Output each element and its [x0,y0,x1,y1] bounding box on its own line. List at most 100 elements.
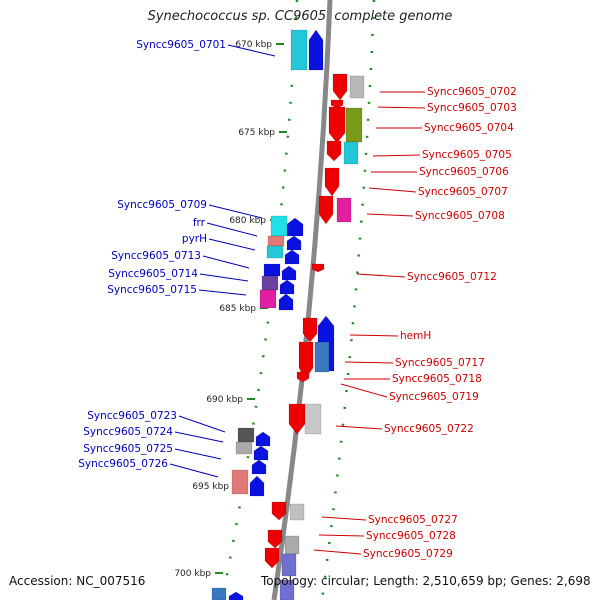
reverse-gene-box [259,289,277,309]
gene-label-right: Syncc9605_0712 [407,271,497,283]
gene-leader-line [349,334,399,337]
forward-gene-arrow [264,547,280,569]
gene-label-left: Syncc9605_0709 [117,199,207,211]
forward-gene-arrow [332,73,348,101]
reverse-gene-arrow [308,29,324,71]
forward-gene-arrow [302,317,318,343]
forward-gene-arrow [328,106,346,144]
reverse-gene-box [270,215,288,237]
forward-gene-box [304,403,322,435]
gene-label-right: Syncc9605_0707 [418,186,508,198]
gene-leader-line [199,273,249,282]
reverse-gene-box [279,579,295,600]
gene-leader-line [356,273,406,278]
gene-label-left: Syncc9605_0725 [83,443,173,455]
reverse-gene-arrow [228,591,244,600]
reverse-gene-box [263,263,281,277]
gene-label-left: Syncc9605_0713 [111,250,201,262]
gene-leader-line [344,361,394,364]
gene-leader-line [208,204,263,219]
gene-leader-line [321,516,367,521]
reverse-gene-arrow [281,265,297,281]
scale-label: 680 kbp [229,216,266,226]
map-title: Synechococcus sp. CC9605, complete genom… [147,9,453,24]
forward-gene-arrow [311,263,325,273]
gene-leader-line [227,44,276,57]
gene-label-right: Syncc9605_0727 [368,514,458,526]
scale-label: 690 kbp [206,395,243,405]
reverse-gene-arrow [279,279,295,295]
reverse-gene-box [235,441,253,455]
reverse-gene-arrow [286,235,302,251]
gene-leader-line [318,534,365,537]
forward-gene-arrow [267,529,283,549]
scale-label: 670 kbp [235,40,272,50]
forward-gene-arrow [326,140,342,162]
forward-gene-box [284,535,300,555]
gene-label-right: Syncc9605_0728 [366,530,456,542]
scale-label: 675 kbp [238,128,275,138]
gene-leader-line [178,415,226,433]
gene-label-left: pyrH [182,233,207,245]
gene-leader-line [198,289,247,296]
gene-label-right: Syncc9605_0717 [395,357,485,369]
scale-label: 685 kbp [219,304,256,314]
gene-label-left: Syncc9605_0723 [87,410,177,422]
forward-gene-arrow [324,167,340,197]
gene-label-right: Syncc9605_0702 [427,86,517,98]
forward-gene-box [336,197,352,223]
gene-leader-line [206,222,258,237]
reverse-gene-arrow [249,475,265,497]
reverse-gene-arrow [286,217,304,237]
scale-label: 700 kbp [174,569,211,579]
gene-label-right: Syncc9605_0703 [427,102,517,114]
reverse-gene-box [290,29,308,71]
gene-leader-line [208,238,256,251]
gene-label-right: Syncc9605_0718 [392,373,482,385]
reverse-gene-arrow [278,293,294,311]
reverse-gene-box [314,341,330,373]
accession-label: Accession: NC_007516 [9,574,146,588]
gene-label-left: Syncc9605_0701 [136,39,226,51]
gene-leader-line [368,187,417,193]
gene-label-left: Syncc9605_0724 [83,426,173,438]
gene-leader-line [377,106,426,109]
genome-backbone [271,0,333,600]
gene-label-left: Syncc9605_0715 [107,284,197,296]
gene-label-left: Syncc9605_0714 [108,268,198,280]
forward-gene-box [289,503,305,521]
reverse-gene-box [237,427,255,443]
reverse-gene-box [231,469,249,495]
gene-label-right: Syncc9605_0704 [424,122,514,134]
forward-gene-box [281,553,297,577]
reverse-gene-box [261,275,279,291]
forward-gene-arrow [271,501,287,521]
gene-label-right: Syncc9605_0708 [415,210,505,222]
gene-label-right: Syncc9605_0722 [384,423,474,435]
gene-leader-line [174,448,222,460]
gene-label-right: Syncc9605_0729 [363,548,453,560]
gene-leader-line [372,154,421,157]
reverse-gene-arrow [251,459,267,475]
gene-leader-line [174,431,224,443]
reverse-gene-box [211,587,227,600]
forward-gene-arrow [318,195,334,225]
forward-gene-arrow [298,341,314,379]
gene-leader-line [169,463,219,478]
forward-gene-arrow [330,99,344,109]
reverse-gene-box [266,245,284,259]
reverse-gene-arrow [253,445,269,461]
forward-gene-arrow [288,403,306,435]
forward-gene-box [343,141,359,165]
gene-label-left: Syncc9605_0726 [78,458,168,470]
forward-gene-arrow [296,371,310,383]
gene-label-right: Syncc9605_0705 [422,149,512,161]
forward-gene-box [345,107,363,143]
reverse-gene-arrow [284,249,300,265]
gene-leader-line [313,549,362,555]
reverse-gene-box [267,235,285,247]
forward-gene-box [349,75,365,99]
gene-label-left: frr [193,217,206,229]
